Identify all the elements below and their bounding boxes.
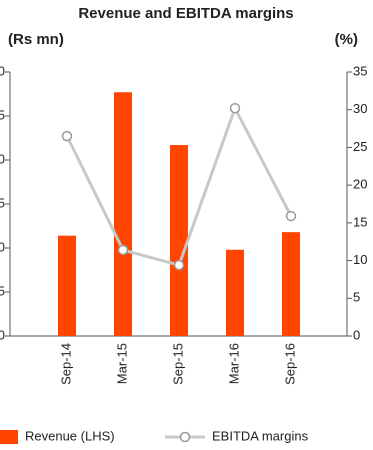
y2-tick-label: 5 xyxy=(353,290,360,305)
x-tick-label: Sep-14 xyxy=(58,343,73,385)
y-tick-label: 0 xyxy=(0,327,5,342)
y2-tick-label: 15 xyxy=(353,214,367,229)
chart-title: Revenue and EBITDA margins xyxy=(78,5,293,22)
y2-tick-label: 10 xyxy=(353,252,367,267)
x-tick-label: Sep-15 xyxy=(170,343,185,385)
legend-swatch xyxy=(0,430,18,444)
y-tick-label: 5 xyxy=(0,283,5,298)
y-tick-label: 15 xyxy=(0,195,5,210)
y-tick-label: 10 xyxy=(0,239,5,254)
y2-tick-label: 0 xyxy=(353,327,360,342)
marker xyxy=(285,210,297,222)
y-axis-label: (Rs mn) xyxy=(8,31,64,48)
bar xyxy=(58,235,76,336)
bar xyxy=(226,249,244,336)
y-tick-label: 25 xyxy=(0,107,5,122)
y2-tick-label: 35 xyxy=(353,63,367,78)
bar xyxy=(170,145,188,336)
x-tick-label: Sep-16 xyxy=(282,343,297,385)
legend-marker xyxy=(179,431,191,443)
y-tick-label: 20 xyxy=(0,151,5,166)
legend-label: EBITDA margins xyxy=(212,428,309,443)
y2-axis-label: (%) xyxy=(335,31,358,48)
bar xyxy=(282,232,300,336)
marker xyxy=(229,102,241,114)
y2-tick-label: 25 xyxy=(353,139,367,154)
legend-label: Revenue (LHS) xyxy=(25,428,115,443)
y-tick-label: 30 xyxy=(0,63,5,78)
x-tick-label: Mar-15 xyxy=(114,343,129,384)
marker xyxy=(173,259,185,271)
y2-tick-label: 30 xyxy=(353,101,367,116)
marker xyxy=(61,130,73,142)
marker xyxy=(117,244,129,256)
bar xyxy=(114,92,132,337)
x-tick-label: Mar-16 xyxy=(226,343,241,384)
y2-tick-label: 20 xyxy=(353,177,367,192)
